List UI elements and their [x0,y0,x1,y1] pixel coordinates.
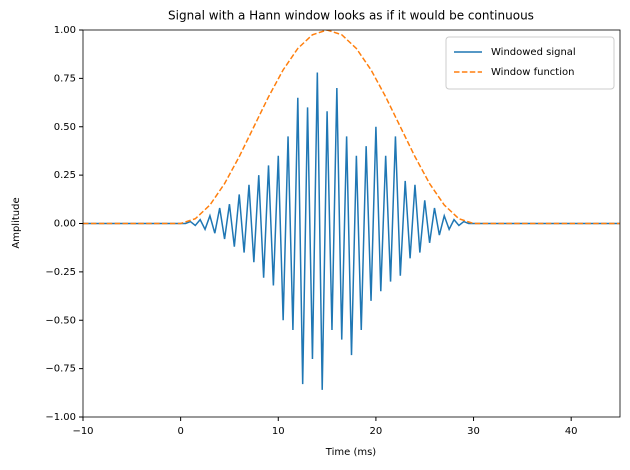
y-tick-label: 0.25 [54,170,76,181]
y-tick-label: −1.00 [45,412,76,423]
y-tick-label: −0.50 [45,315,76,326]
y-tick-label: −0.25 [45,267,76,278]
line-series [83,30,620,225]
y-tick-label: 1.00 [54,25,76,36]
x-tick-label: 40 [565,426,578,437]
x-tick-label: 30 [467,426,480,437]
y-tick-label: 0.75 [54,73,76,84]
y-tick-label: −0.75 [45,364,76,375]
legend-box [445,36,615,90]
legend-label: Window function [491,67,574,78]
chart-title: Signal with a Hann window looks as if it… [168,9,534,23]
plot-frame [82,29,621,418]
x-tick-label: 0 [177,426,183,437]
x-tick-label: 10 [272,426,285,437]
x-tick-label: −10 [72,426,93,437]
line-series [83,72,620,390]
y-tick-label: 0.50 [54,122,76,133]
y-tick-label: 0.00 [54,219,76,230]
legend-label: Windowed signal [491,47,576,58]
y-axis-label: Amplitude [11,197,22,248]
x-tick-label: 20 [370,426,383,437]
x-axis-label: Time (ms) [325,447,377,458]
